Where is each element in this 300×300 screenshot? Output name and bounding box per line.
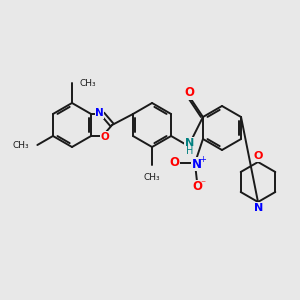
Text: N: N	[254, 203, 264, 213]
Text: O: O	[184, 86, 194, 100]
Text: O: O	[192, 181, 202, 194]
Text: O: O	[253, 151, 263, 161]
Text: CH₃: CH₃	[80, 79, 97, 88]
Text: CH₃: CH₃	[13, 140, 29, 149]
Text: N: N	[185, 138, 194, 148]
Text: ⁻: ⁻	[200, 179, 206, 189]
Text: N: N	[95, 108, 104, 118]
Text: O: O	[100, 132, 109, 142]
Text: O: O	[169, 157, 179, 169]
Text: N: N	[192, 158, 202, 170]
Text: H: H	[186, 146, 193, 156]
Text: +: +	[200, 154, 206, 164]
Text: CH₃: CH₃	[144, 173, 160, 182]
